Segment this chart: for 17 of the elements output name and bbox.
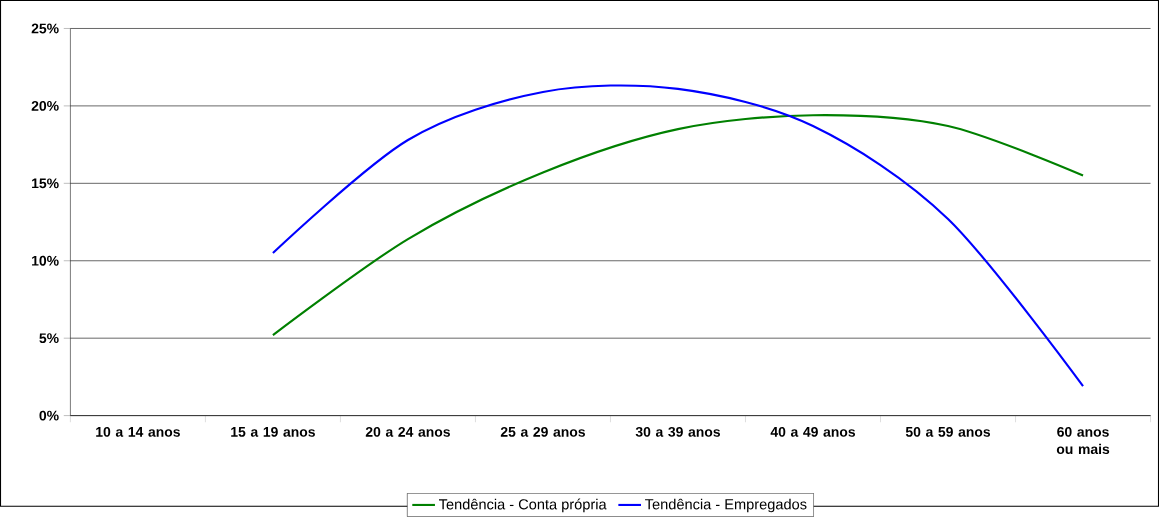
x-tick-label: 15 a 19 anos xyxy=(231,426,315,437)
legend-label: Tendência - Conta própria xyxy=(439,498,607,513)
x-tick-label: 50 a 59 anos xyxy=(905,426,991,437)
y-tick-label: 15% xyxy=(32,178,59,189)
x-tick-label: 30 a 39 anos xyxy=(635,426,720,437)
y-tick-label: 5% xyxy=(39,333,59,344)
x-tick-label: 60 anos ou mais xyxy=(1056,426,1110,455)
x-tick-label: 10 a 14 anos xyxy=(96,426,180,437)
y-tick-label: 0% xyxy=(39,410,59,421)
x-tick-label: 20 a 24 anos xyxy=(365,426,450,437)
x-tick-label: 25 a 29 anos xyxy=(500,426,585,437)
x-tick-label: 40 a 49 anos xyxy=(770,426,856,437)
legend-label: Tendência - Empregados xyxy=(645,498,807,513)
line-series xyxy=(271,114,1085,337)
y-tick-label: 20% xyxy=(31,101,59,111)
y-tick-label: 10% xyxy=(32,255,59,266)
y-tick-label: 25% xyxy=(31,23,59,34)
